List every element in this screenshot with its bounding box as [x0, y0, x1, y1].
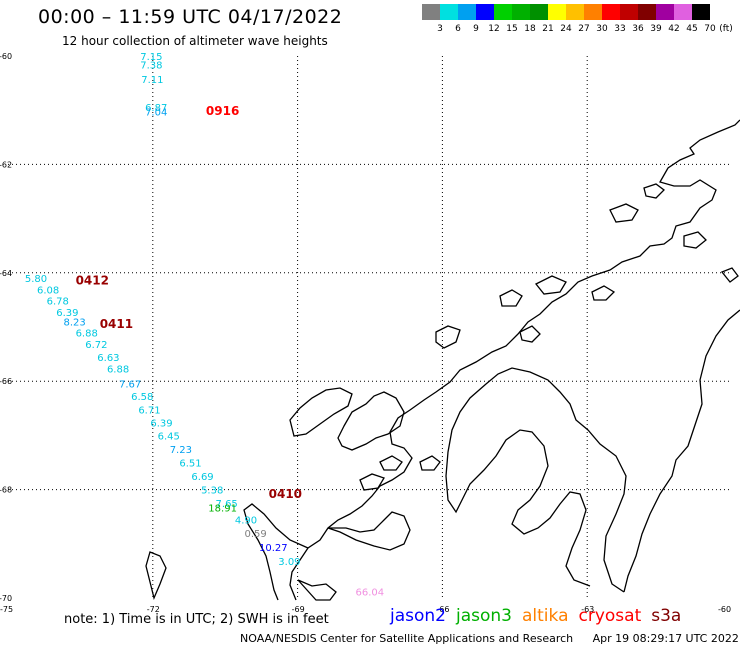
legend-tick-label: 6 — [455, 24, 461, 34]
swh-observation: 4.90 — [235, 515, 257, 526]
swh-observation: 6.58 — [131, 392, 153, 403]
swh-observation: 6.69 — [191, 472, 213, 483]
pass-time-label: 0916 — [206, 104, 239, 118]
legend-swatch — [656, 4, 674, 20]
generated-timestamp: Apr 19 08:29:17 UTC 2022 — [592, 632, 739, 645]
satellite-name: s3a — [651, 606, 682, 626]
legend-tick-label: 21 — [542, 24, 554, 34]
legend-swatch — [692, 4, 710, 20]
swh-observation: 0.59 — [245, 529, 267, 540]
legend-tick-label: 36 — [632, 24, 644, 34]
legend-swatch — [476, 4, 494, 20]
page-title: 00:00 – 11:59 UTC 04/17/2022 — [38, 6, 343, 28]
swh-observation: 7.65 — [216, 499, 238, 510]
swh-observation: 7.11 — [141, 75, 163, 86]
graticule — [8, 56, 732, 598]
legend-tick-label: 42 — [668, 24, 680, 34]
legend-tick-label: 3 — [437, 24, 443, 34]
credit-text: NOAA/NESDIS Center for Satellite Applica… — [240, 632, 574, 645]
swh-observation: 6.39 — [150, 418, 172, 429]
legend-swatch — [548, 4, 566, 20]
satellite-name: cryosat — [578, 606, 642, 626]
swh-observation: 6.72 — [85, 340, 107, 351]
legend-tick-label: 39 — [650, 24, 662, 34]
latitude-label: -62 — [0, 160, 12, 169]
swh-observation: 8.23 — [64, 318, 86, 329]
coastline — [145, 119, 740, 601]
legend-tick-label: 15 — [506, 24, 518, 34]
legend-unit: (ft) — [719, 24, 733, 34]
longitude-label: -63 — [581, 605, 594, 614]
longitude-label: -66 — [436, 605, 449, 614]
swh-observation: 6.08 — [37, 286, 59, 297]
swh-observation: 66.04 — [356, 587, 385, 598]
latitude-label: -66 — [0, 377, 12, 386]
legend-swatch — [458, 4, 476, 20]
swh-observation: 18.91 — [208, 503, 237, 514]
legend-tick-label: 18 — [524, 24, 536, 34]
swh-observation: 7.67 — [119, 379, 141, 390]
legend-swatch — [440, 4, 458, 20]
footnote: note: 1) Time is in UTC; 2) SWH is in fe… — [64, 612, 329, 627]
satellite-name: jason2 — [390, 606, 446, 626]
legend-swatch — [620, 4, 638, 20]
legend-tick-label: 24 — [560, 24, 572, 34]
legend-swatch — [584, 4, 602, 20]
swh-observation: 5.38 — [201, 486, 223, 497]
wave-height-observations: 7.157.387.116.877.045.806.086.786.398.23… — [25, 52, 384, 598]
swh-observation: 6.63 — [97, 353, 119, 364]
swh-observation: 7.23 — [170, 445, 192, 456]
legend-tick-label: 33 — [614, 24, 626, 34]
latitude-label: -60 — [0, 52, 12, 61]
legend-tick-label: 27 — [578, 24, 590, 34]
longitude-label: -72 — [147, 605, 160, 614]
swh-observation: 3.09 — [278, 557, 300, 568]
pass-time-labels: 0916 0412 0411 0410 — [76, 104, 302, 501]
swh-observation: 6.45 — [158, 431, 180, 442]
latitude-label: -64 — [0, 269, 12, 278]
swh-observation: 6.51 — [179, 459, 201, 470]
legend-swatch — [494, 4, 512, 20]
swh-observation: 6.71 — [138, 405, 160, 416]
swh-observation: 6.78 — [47, 296, 69, 307]
longitude-label: -60 — [718, 605, 731, 614]
legend-swatch — [422, 4, 440, 20]
swh-observation: 6.88 — [107, 365, 129, 376]
swh-observation: 7.38 — [140, 61, 162, 72]
satellite-legend: jason2 jason3 altika cryosat s3a — [390, 606, 691, 626]
latitude-label: -70 — [0, 594, 12, 603]
legend-tick-label: 30 — [596, 24, 608, 34]
swh-observation: 5.80 — [25, 274, 47, 285]
pass-time-label: 0412 — [76, 273, 109, 287]
legend-swatch — [566, 4, 584, 20]
credit-line: NOAA/NESDIS Center for Satellite Applica… — [240, 632, 739, 645]
longitude-label: -75 — [0, 605, 13, 614]
axis-labels: -60 -62 -64 -66 -68 -70 -75 -72 -69 -66 -63 -60 — [0, 52, 731, 614]
satellite-name: altika — [522, 606, 569, 626]
legend-swatch — [530, 4, 548, 20]
swh-observation: 10.27 — [259, 543, 288, 554]
page-subtitle: 12 hour collection of altimeter wave hei… — [62, 34, 328, 48]
satellite-name: jason3 — [456, 606, 512, 626]
legend-swatch — [602, 4, 620, 20]
legend-swatch — [638, 4, 656, 20]
swh-observation: 7.15 — [140, 52, 162, 63]
legend-swatch — [512, 4, 530, 20]
longitude-label: -69 — [292, 605, 305, 614]
swh-observation: 6.39 — [56, 308, 78, 319]
legend-tick-label: 70 — [704, 24, 716, 34]
swh-observation: 6.87 — [145, 103, 167, 114]
legend-tick-label: 9 — [473, 24, 479, 34]
legend-swatch — [674, 4, 692, 20]
swh-observation: 7.04 — [145, 107, 167, 118]
swh-observation: 6.88 — [76, 328, 98, 339]
pass-time-label: 0410 — [269, 487, 302, 501]
legend-tick-label: 12 — [488, 24, 500, 34]
pass-time-label: 0411 — [100, 317, 133, 331]
latitude-label: -68 — [0, 486, 12, 495]
legend-tick-label: 45 — [686, 24, 698, 34]
